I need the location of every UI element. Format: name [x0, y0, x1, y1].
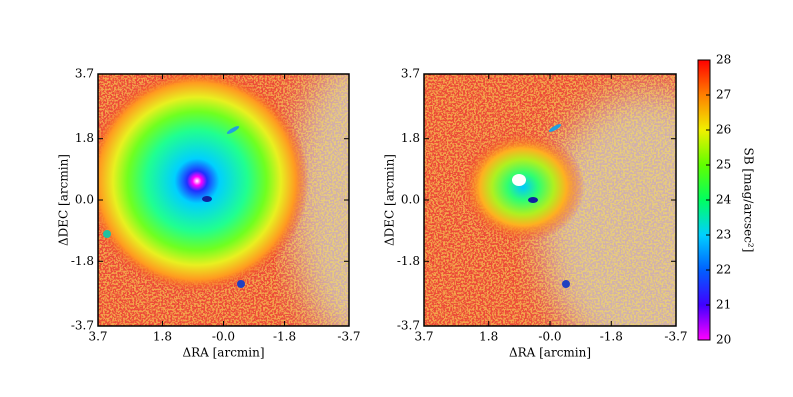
colorbar-tick-label: 20: [716, 333, 731, 347]
x-axis-label: ΔRA [arcmin]: [509, 346, 591, 360]
colorbar-tick-label: 22: [716, 263, 731, 277]
y-tick-label: -1.8: [71, 254, 94, 268]
image-panel: [424, 74, 676, 326]
y-tick-label: 0.0: [401, 193, 420, 207]
x-tick-label: -3.7: [664, 330, 687, 344]
colorbar-tick-label: 28: [716, 53, 731, 67]
image-panel: [98, 74, 349, 326]
x-tick-label: -3.7: [337, 330, 360, 344]
x-axis-label: ΔRA [arcmin]: [182, 346, 264, 360]
colorbar-tick-label: 24: [716, 193, 732, 207]
y-tick-label: -3.7: [397, 319, 420, 333]
y-tick-label: 1.8: [75, 131, 94, 145]
y-tick-label: 3.7: [401, 67, 420, 81]
colorbar-tick-label: 27: [716, 88, 731, 102]
y-tick-label: 1.8: [401, 131, 420, 145]
x-tick-label: -1.8: [600, 330, 623, 344]
x-tick-label: -1.8: [273, 330, 296, 344]
x-tick-label: -0.0: [212, 330, 235, 344]
x-tick-label: -0.0: [538, 330, 561, 344]
y-axis-label: ΔDEC [arcmin]: [57, 154, 71, 246]
colorbar-tick-label: 25: [716, 158, 731, 172]
colorbar-label: SB [mag/arcsec²]: [742, 148, 756, 253]
y-tick-label: -3.7: [71, 319, 94, 333]
x-tick-label: 1.8: [153, 330, 172, 344]
x-tick-label: 3.7: [88, 330, 107, 344]
y-axis-label: ΔDEC [arcmin]: [383, 154, 397, 246]
colorbar-tick-label: 21: [716, 298, 731, 312]
y-tick-label: 3.7: [75, 67, 94, 81]
y-tick-label: -1.8: [397, 254, 420, 268]
y-tick-label: 0.0: [75, 193, 94, 207]
x-tick-label: 3.7: [414, 330, 433, 344]
x-tick-label: 1.8: [479, 330, 498, 344]
colorbar-tick-label: 23: [716, 228, 731, 242]
colorbar-tick-label: 26: [716, 123, 731, 137]
